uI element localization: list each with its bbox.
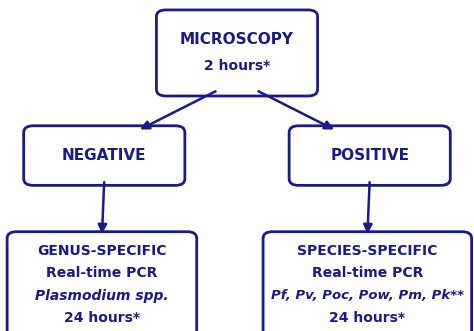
FancyBboxPatch shape: [7, 232, 197, 331]
Text: Pf, Pv, Poc, Pow, Pm, Pk**: Pf, Pv, Poc, Pow, Pm, Pk**: [271, 289, 464, 303]
Text: MICROSCOPY: MICROSCOPY: [180, 32, 294, 47]
FancyBboxPatch shape: [289, 126, 450, 185]
Text: GENUS-SPECIFIC: GENUS-SPECIFIC: [37, 244, 167, 258]
Text: 2 hours*: 2 hours*: [204, 59, 270, 73]
Text: Real-time PCR: Real-time PCR: [312, 266, 423, 280]
Text: 24 hours*: 24 hours*: [329, 311, 405, 325]
Text: Plasmodium spp.: Plasmodium spp.: [35, 289, 169, 303]
Text: 24 hours*: 24 hours*: [64, 311, 140, 325]
Text: Real-time PCR: Real-time PCR: [46, 266, 157, 280]
FancyBboxPatch shape: [24, 126, 185, 185]
Text: NEGATIVE: NEGATIVE: [62, 148, 146, 163]
FancyBboxPatch shape: [156, 10, 318, 96]
Text: POSITIVE: POSITIVE: [330, 148, 409, 163]
Text: SPECIES-SPECIFIC: SPECIES-SPECIFIC: [297, 244, 438, 258]
FancyBboxPatch shape: [263, 232, 472, 331]
